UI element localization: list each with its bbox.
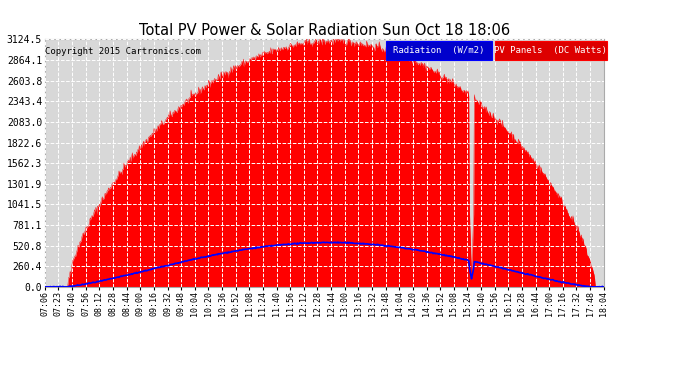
- Text: Copyright 2015 Cartronics.com: Copyright 2015 Cartronics.com: [46, 47, 201, 56]
- Text: PV Panels  (DC Watts): PV Panels (DC Watts): [494, 46, 607, 55]
- Text: Radiation  (W/m2): Radiation (W/m2): [393, 46, 484, 55]
- Title: Total PV Power & Solar Radiation Sun Oct 18 18:06: Total PV Power & Solar Radiation Sun Oct…: [139, 23, 510, 38]
